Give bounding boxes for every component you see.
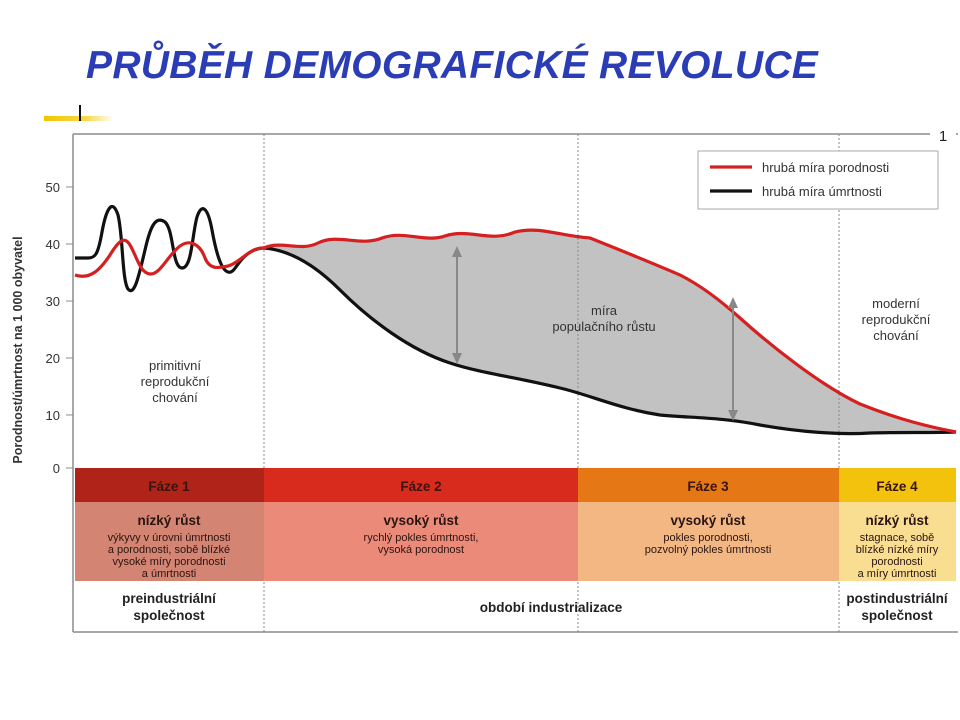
y-tick-label: 50: [46, 180, 60, 195]
y-tick-label: 30: [46, 294, 60, 309]
svg-text:moderní: moderní: [872, 296, 920, 311]
svg-text:primitivní: primitivní: [149, 358, 201, 373]
phase-1-desc: vysoké míry porodnosti: [112, 556, 225, 568]
birth-rate-line: [74, 228, 957, 434]
phase-2-header: [264, 468, 578, 502]
y-tick-label: 40: [46, 237, 60, 252]
phase-4-desc: stagnace, sobě: [860, 532, 935, 544]
era-postindustrial: postindustriální společnost: [846, 591, 948, 623]
phase-headers: Fáze 1 Fáze 2 Fáze 3 Fáze 4: [75, 468, 956, 502]
phase-3-header: [578, 468, 839, 502]
phase-2-desc-bg: [264, 502, 578, 581]
phase-1-desc: a úmrtnosti: [142, 568, 196, 580]
annotation-modern-behavior: moderní reprodukční chování: [862, 296, 931, 343]
svg-text:chování: chování: [873, 328, 919, 343]
annotation-primitive-behavior: primitivní reprodukční chování: [141, 358, 210, 405]
y-axis: 50 40 30 20 10 0 Porodnost/úmrtnost na 1…: [11, 180, 73, 476]
phase-4-desc: porodnosti: [871, 556, 922, 568]
phase-3-desc-bg: [578, 502, 839, 581]
annotation-growth-rate: míra populačního růstu: [552, 303, 655, 334]
phase-1-desc: a porodnosti, sobě blízké: [108, 544, 230, 556]
phase-4-header: [839, 468, 956, 502]
population-growth-area: [264, 230, 956, 434]
phase-2-desc: rychlý pokles úmrtnosti,: [364, 532, 479, 544]
phase-4-desc: blízké nízké míry: [856, 544, 939, 556]
phase-1-desc: výkyvy v úrovni úmrtnosti: [108, 532, 231, 544]
phase-2-name: Fáze 2: [400, 479, 441, 494]
svg-text:reprodukční: reprodukční: [862, 312, 931, 327]
legend-death-label: hrubá míra úmrtnosti: [762, 184, 882, 199]
phase-4-desc: a míry úmrtnosti: [858, 568, 937, 580]
phase-2-title: vysoký růst: [383, 513, 459, 528]
y-tick-label: 10: [46, 408, 60, 423]
slide-number: 1: [930, 124, 956, 150]
phase-2-desc: vysoká porodnost: [378, 544, 464, 556]
legend-birth-label: hrubá míra porodnosti: [762, 160, 889, 175]
phase-3-desc: pozvolný pokles úmrtnosti: [645, 544, 772, 556]
phase-1-name: Fáze 1: [148, 479, 190, 494]
phase-4-desc-bg: [839, 502, 956, 581]
svg-text:populačního růstu: populačního růstu: [552, 319, 655, 334]
svg-text:míra: míra: [591, 303, 618, 318]
y-tick-label: 20: [46, 351, 60, 366]
phase-1-desc-bg: [75, 502, 264, 581]
phase-3-name: Fáze 3: [687, 479, 729, 494]
phase-descriptions: nízký růst výkyvy v úrovni úmrtnosti a p…: [75, 502, 956, 581]
svg-text:chování: chování: [152, 390, 198, 405]
title-accent-tick: [79, 105, 81, 121]
growth-arrow-phase-3: [728, 297, 738, 421]
phase-4-name: Fáze 4: [876, 479, 918, 494]
y-axis-label: Porodnost/úmrtnost na 1 000 obyvatel: [11, 236, 25, 463]
slide-title: PRŮBĚH DEMOGRAFICKÉ REVOLUCE: [86, 44, 819, 87]
era-preindustrial: preindustriální společnost: [122, 591, 217, 623]
svg-text:reprodukční: reprodukční: [141, 374, 210, 389]
era-industrialization: období industrializace: [480, 600, 623, 615]
phase-1-title: nízký růst: [137, 513, 201, 528]
legend: hrubá míra porodnosti hrubá míra úmrtnos…: [697, 150, 939, 210]
growth-arrow-phase-2: [452, 246, 462, 364]
phase-3-title: vysoký růst: [670, 513, 746, 528]
phase-4-title: nízký růst: [865, 513, 929, 528]
era-row: preindustriální společnost období industr…: [122, 591, 949, 623]
y-tick-label: 0: [53, 461, 60, 476]
phase-1-header: [75, 468, 264, 502]
phase-3-desc: pokles porodnosti,: [663, 532, 752, 544]
